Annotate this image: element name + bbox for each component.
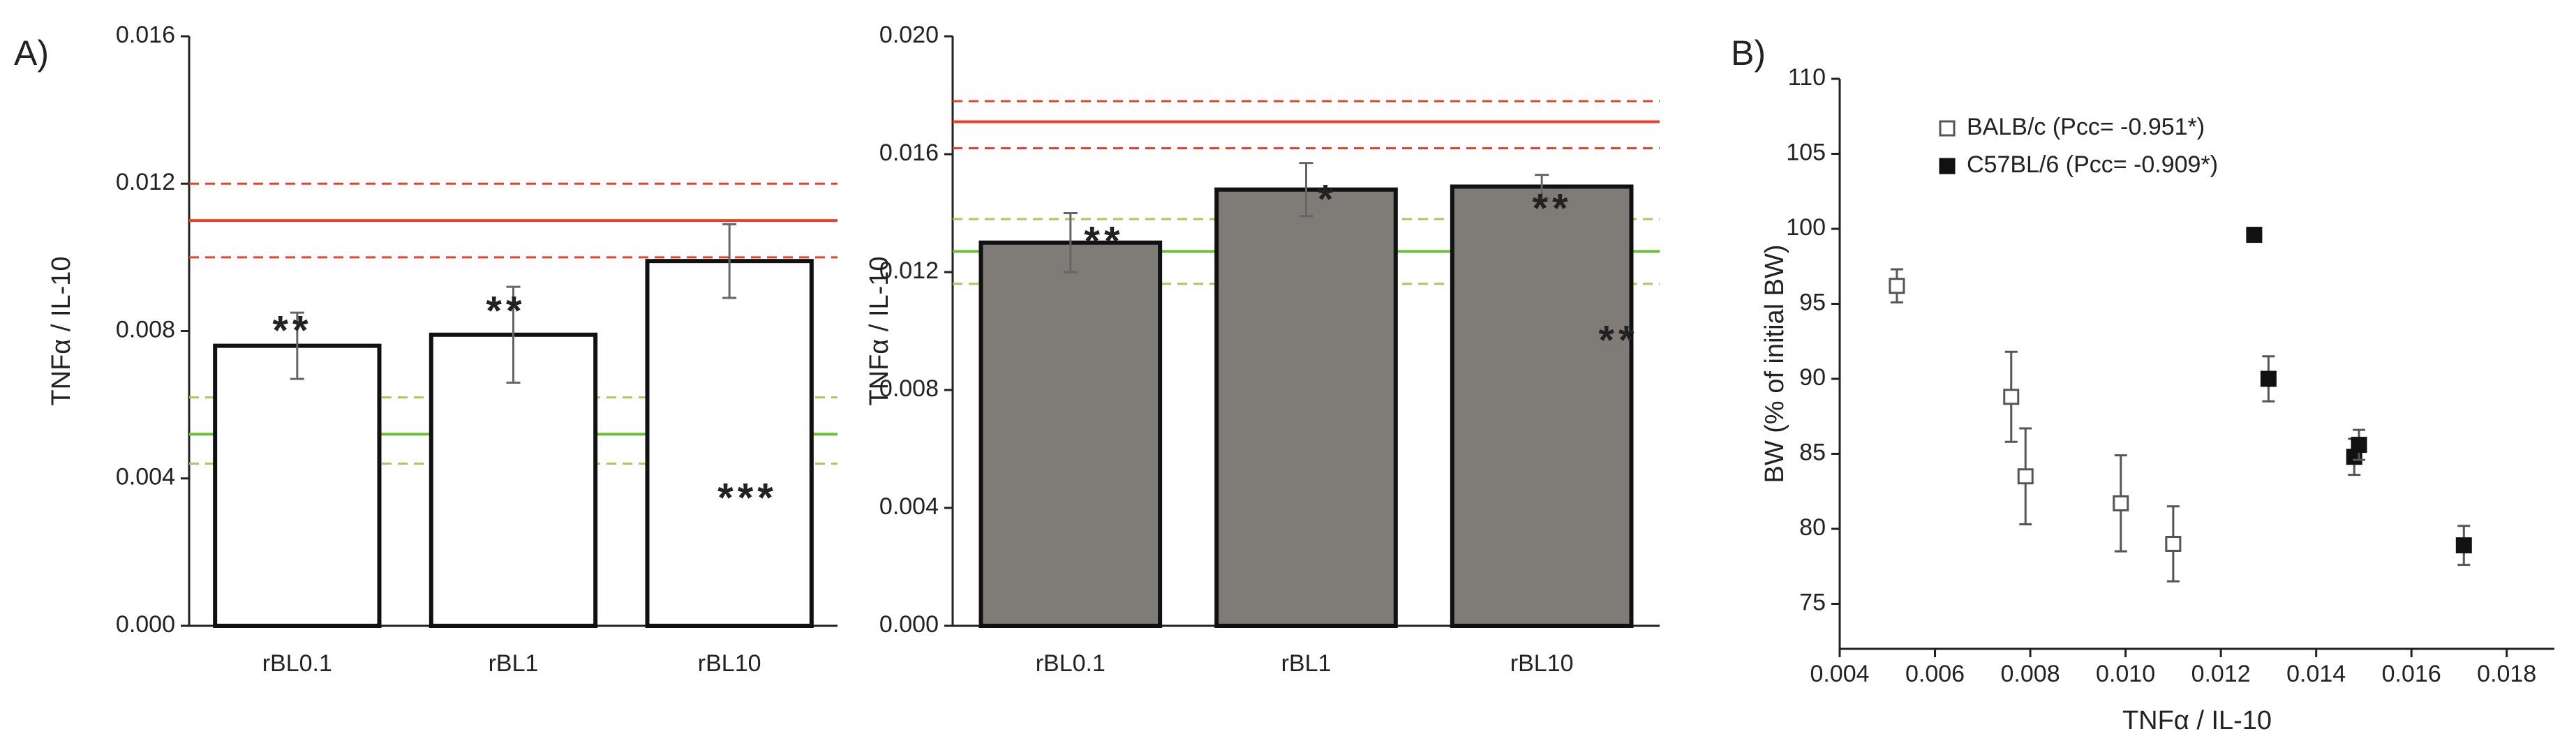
error-bar (1299, 162, 1313, 218)
significance-mark: ** (272, 308, 312, 353)
significance-mark: * (1318, 177, 1338, 222)
error-bar (506, 285, 521, 384)
y-tick-label: 0.012 (116, 169, 175, 195)
x-tick-label: rBL10 (698, 650, 761, 677)
y-tick-label: 85 (1799, 439, 1826, 465)
y-tick-label: 0.012 (879, 257, 939, 284)
data-point (2017, 468, 2034, 485)
data-point (2003, 389, 2020, 405)
y-tick-label: 0.008 (879, 375, 939, 402)
y-axis-title: BW (% of initial BW) (1760, 244, 1789, 483)
x-tick-label: 0.012 (2191, 661, 2251, 687)
x-tick-label: rBL0.1 (1036, 650, 1105, 677)
y-tick-label: 0.016 (116, 22, 175, 48)
data-point (2246, 227, 2263, 243)
x-axis-title: TNFα / IL-10 (2122, 706, 2272, 735)
data-point (2165, 536, 2182, 552)
x-tick-label: 0.006 (1905, 661, 1965, 687)
y-tick-label: 105 (1786, 139, 1826, 165)
y-axis-title: TNFα / IL-10 (865, 256, 894, 405)
y-tick-label: 75 (1799, 589, 1826, 615)
error-bar (1535, 174, 1549, 200)
x-tick-label: rBL10 (1510, 650, 1574, 677)
significance-mark: *** (717, 475, 777, 520)
panel-label: B) (1731, 33, 1766, 73)
x-tick-label: 0.016 (2382, 661, 2441, 687)
x-tick-label: 0.008 (2001, 661, 2060, 687)
legend-marker (1939, 120, 1956, 137)
y-tick-label: 80 (1799, 514, 1826, 541)
y-tick-label: 90 (1799, 364, 1826, 391)
y-tick-label: 0.020 (879, 22, 939, 48)
bar (213, 343, 382, 628)
legend-label: C57BL/6 (Pcc= -0.909*) (1967, 151, 2218, 178)
data-point (2260, 370, 2277, 387)
y-tick-label: 0.000 (879, 611, 939, 638)
x-tick-label: rBL0.1 (262, 650, 332, 677)
bar (645, 259, 814, 628)
bar (1214, 187, 1398, 628)
y-tick-label: 110 (1788, 64, 1826, 91)
error-bar (1063, 212, 1078, 273)
data-point (2455, 537, 2472, 554)
x-tick-label: rBL1 (489, 650, 539, 677)
significance-mark: ** (1598, 317, 1638, 363)
y-tick-label: 0.016 (879, 140, 939, 166)
x-tick-label: rBL1 (1281, 650, 1332, 677)
x-tick-label: 0.018 (2477, 661, 2536, 687)
y-tick-label: 0.004 (879, 493, 939, 520)
data-point (1889, 278, 1905, 294)
significance-mark: ** (1532, 186, 1572, 231)
x-tick-label: 0.014 (2286, 661, 2346, 687)
bar (978, 240, 1163, 628)
x-tick-label: 0.004 (1810, 661, 1869, 687)
data-point (2113, 495, 2129, 511)
y-tick-label: 0.004 (116, 464, 175, 490)
y-tick-label: 0.008 (116, 316, 175, 343)
y-tick-label: 95 (1799, 289, 1826, 315)
significance-mark: ** (1084, 218, 1124, 264)
significance-mark: ** (486, 288, 526, 333)
error-bar (722, 223, 737, 299)
y-axis-title: TNFα / IL-10 (47, 256, 76, 405)
y-tick-label: 0.000 (116, 611, 175, 638)
bar (1450, 184, 1634, 629)
y-tick-label: 100 (1786, 214, 1826, 241)
legend-marker (1939, 158, 1956, 174)
data-point (2351, 437, 2367, 453)
legend-label: BALB/c (Pcc= -0.951*) (1967, 114, 2205, 140)
error-bar (290, 311, 304, 380)
panel-label: A) (14, 33, 49, 73)
x-tick-label: 0.010 (2096, 661, 2155, 687)
